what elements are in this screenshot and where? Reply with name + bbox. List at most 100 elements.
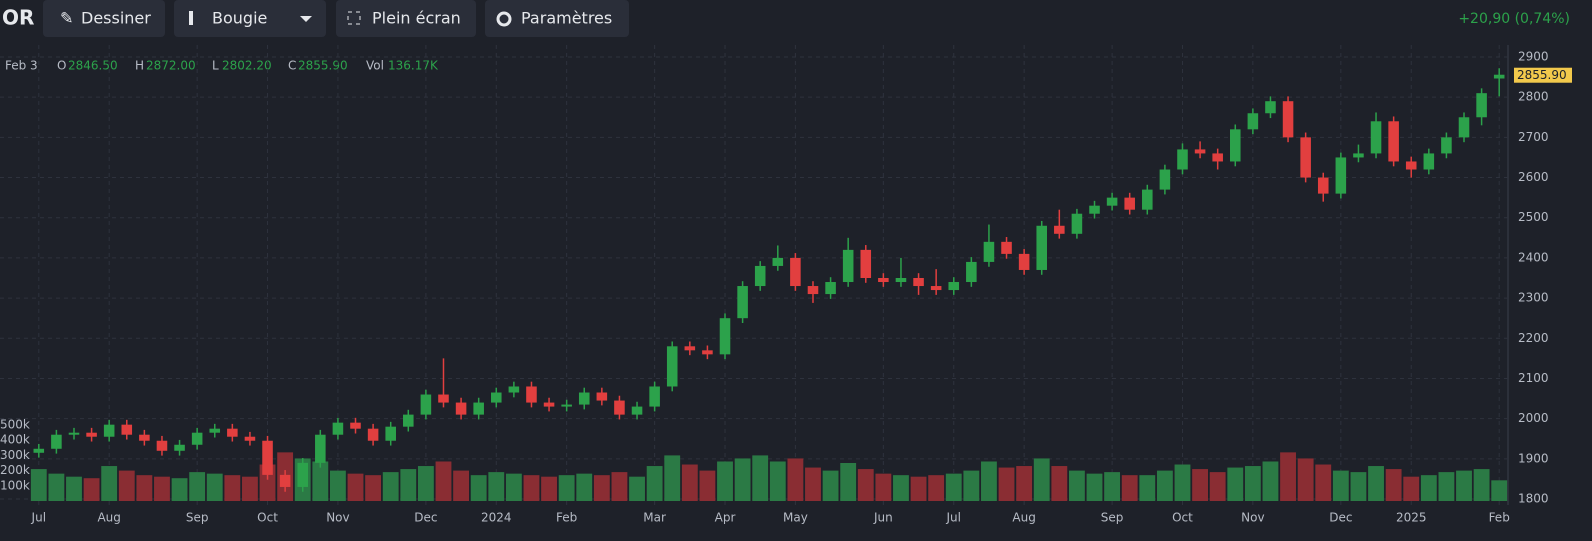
volume-bar bbox=[1016, 466, 1033, 501]
volume-bar bbox=[1403, 476, 1420, 501]
volume-bar bbox=[1174, 464, 1191, 501]
y-tick-label: 2800 bbox=[1518, 90, 1549, 104]
volume-bar bbox=[805, 467, 821, 501]
x-tick-label: Nov bbox=[326, 511, 349, 525]
candle-body bbox=[1458, 117, 1470, 138]
volume-bar bbox=[101, 466, 118, 501]
volume-tick-label: 200k bbox=[0, 463, 30, 477]
volume-bar bbox=[1192, 469, 1209, 501]
volume-bar bbox=[1438, 472, 1455, 501]
button-label: Bougie bbox=[212, 9, 267, 28]
candle-body bbox=[1159, 169, 1171, 190]
volume-bar bbox=[910, 476, 927, 501]
x-tick-label: 2024 bbox=[481, 511, 512, 525]
chart-type-button[interactable]: Bougie bbox=[174, 0, 326, 37]
candle-body bbox=[227, 428, 238, 437]
x-tick-label: 2025 bbox=[1396, 511, 1427, 525]
x-tick-label: Dec bbox=[1329, 511, 1352, 525]
volume-bar bbox=[840, 463, 857, 501]
y-tick-label: 2100 bbox=[1518, 371, 1549, 385]
candle-body bbox=[719, 318, 731, 355]
candle-body bbox=[1423, 153, 1435, 170]
button-bg bbox=[336, 0, 476, 37]
volume-bar bbox=[136, 475, 153, 501]
candle-body bbox=[1212, 153, 1223, 162]
volume-bar bbox=[48, 473, 65, 501]
settings-button[interactable]: Paramètres bbox=[485, 0, 629, 37]
candle-body bbox=[561, 404, 572, 407]
volume-tick-label: 500k bbox=[0, 418, 30, 432]
volume-bar bbox=[189, 472, 206, 501]
candle-body bbox=[332, 422, 344, 435]
legend-value: 136.17K bbox=[388, 59, 439, 73]
button-label: Plein écran bbox=[372, 9, 461, 28]
candle-body bbox=[191, 432, 203, 445]
volume-bar bbox=[118, 470, 135, 501]
candle-body bbox=[702, 350, 713, 355]
x-tick-label: Aug bbox=[1012, 511, 1035, 525]
candle-body bbox=[1476, 93, 1487, 118]
volume-bar bbox=[893, 475, 909, 501]
candle-body bbox=[1335, 157, 1347, 194]
icon bbox=[189, 11, 193, 25]
legend-value: 2846.50 bbox=[68, 59, 118, 73]
volume-bar bbox=[681, 464, 698, 501]
candle-body bbox=[1001, 241, 1012, 254]
volume-bar bbox=[981, 461, 997, 501]
volume-bar bbox=[1315, 464, 1332, 501]
candle-body bbox=[279, 474, 291, 487]
candle-body bbox=[1089, 205, 1100, 214]
icon bbox=[347, 11, 361, 25]
button-bg bbox=[485, 0, 629, 37]
candle-body bbox=[1142, 189, 1153, 210]
legend-value: 2802.20 bbox=[222, 59, 272, 73]
button-label: Paramètres bbox=[521, 9, 612, 28]
fullscreen-button[interactable]: Plein écran bbox=[336, 0, 476, 37]
candle-body bbox=[209, 428, 221, 433]
volume-bar bbox=[822, 470, 839, 501]
x-tick-label: Aug bbox=[97, 511, 120, 525]
volume-bar bbox=[470, 475, 487, 501]
volume-bar bbox=[875, 473, 892, 501]
legend-date: Feb 3 bbox=[5, 59, 38, 73]
volume-bar bbox=[1332, 470, 1349, 501]
y-tick-label: 1900 bbox=[1518, 451, 1549, 465]
volume-bar bbox=[365, 475, 382, 501]
candle-body bbox=[1036, 225, 1048, 270]
candle-body bbox=[790, 257, 801, 287]
volume-bar bbox=[1051, 466, 1068, 501]
volume-bar bbox=[1350, 472, 1367, 501]
candle-body bbox=[244, 436, 256, 441]
x-tick-label: Jul bbox=[31, 511, 46, 525]
candle-body bbox=[86, 432, 97, 437]
volume-bar bbox=[505, 473, 522, 501]
candle-body bbox=[948, 282, 960, 291]
volume-bar bbox=[1121, 475, 1138, 501]
volume-bar bbox=[1473, 469, 1490, 501]
volume-bar bbox=[1420, 475, 1437, 501]
candle-body bbox=[1370, 121, 1382, 154]
candle-body bbox=[174, 444, 185, 451]
volume-bar bbox=[171, 478, 188, 501]
candle-body bbox=[33, 448, 45, 453]
volume-bar bbox=[1139, 475, 1156, 501]
volume-bar bbox=[523, 475, 540, 501]
last-price-tag bbox=[1514, 67, 1572, 83]
y-tick-label: 2900 bbox=[1518, 50, 1549, 64]
volume-bar bbox=[382, 472, 399, 501]
candle-body bbox=[860, 249, 872, 278]
x-tick-label: Dec bbox=[414, 511, 437, 525]
candle-body bbox=[1106, 197, 1118, 206]
candle-body bbox=[121, 424, 133, 435]
candle-body bbox=[913, 278, 924, 287]
x-tick-label: Feb bbox=[1489, 511, 1510, 525]
candle-body bbox=[1229, 129, 1241, 162]
candle-body bbox=[51, 434, 62, 449]
volume-bar bbox=[945, 473, 962, 501]
candle-body bbox=[596, 392, 608, 401]
volume-bar bbox=[1156, 470, 1173, 501]
volume-bar bbox=[1280, 452, 1296, 501]
volume-bar bbox=[1368, 466, 1384, 501]
draw-button[interactable]: ✎ Dessiner bbox=[43, 0, 165, 37]
